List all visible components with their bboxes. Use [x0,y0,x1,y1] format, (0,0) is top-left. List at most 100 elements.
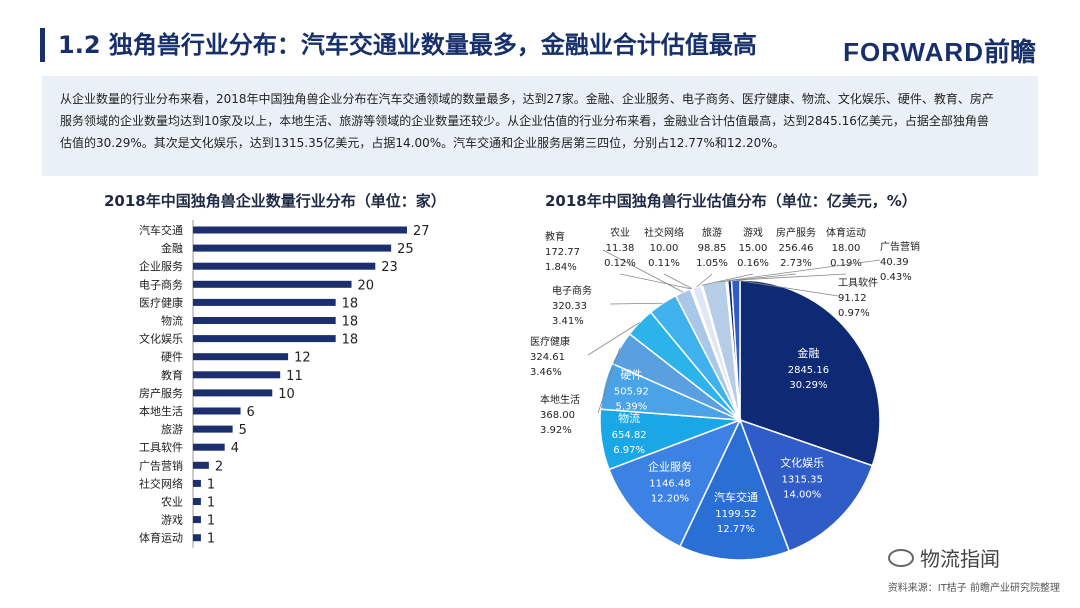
wechat-icon [888,548,914,567]
bar-category-label: 金融 [161,241,183,255]
pie-label-value: 11.38 [606,243,635,254]
bar-value-label: 18 [342,333,359,348]
bar-category-label: 体育运动 [139,531,183,545]
bar-chart-title: 2018年中国独角兽企业数量行业分布（单位：家） [104,192,446,210]
pie-label-value: 1315.35 [782,475,823,486]
pie-label-pct: 6.97% [613,445,645,456]
pie-slice [739,279,881,467]
bar [193,262,376,270]
pie-slice [608,418,742,548]
bar-category-label: 硬件 [161,351,183,364]
pie-label-pct: 5.39% [615,402,647,413]
bar-value-label: 1 [207,514,215,529]
bar-category-label: 房产服务 [139,386,183,400]
bar [193,534,201,542]
bar [193,461,209,469]
bar-category-label: 医疗健康 [139,295,183,309]
pie-label-value: 98.85 [698,243,727,254]
pie-label-pct: 1.05% [696,258,728,269]
bar [193,226,407,234]
bar-category-label: 企业服务 [139,259,183,273]
bar-value-label: 25 [397,242,414,257]
pie-label-pct: 3.92% [540,425,572,436]
bar [193,425,233,433]
pie-label-name: 社交网络 [644,226,684,239]
bar-value-label: 23 [381,260,398,275]
bar-category-label: 本地生活 [139,404,183,418]
bar-value-label: 18 [342,296,359,311]
pie-label-value: 91.12 [838,293,867,304]
bar [193,443,225,451]
bar [193,353,289,361]
pie-label-name: 汽车交通 [714,490,758,504]
bar [193,298,336,306]
pie-label-pct: 12.20% [651,493,689,504]
pie-leader-line [663,273,693,289]
bar-value-label: 10 [278,387,295,402]
bar [193,407,241,415]
bar-value-label: 18 [342,315,359,330]
pie-label-value: 1146.48 [649,478,690,489]
page-title: 1.2 独角兽行业分布：汽车交通业数量最多，金融业合计估值最高 [58,31,757,59]
pie-label-value: 654.82 [612,430,647,441]
pie-label-pct: 0.97% [838,308,870,319]
pie-label-name: 企业服务 [648,459,692,473]
pie-label-pct: 3.41% [552,316,584,327]
pie-label-value: 324.61 [530,352,565,363]
pie-label-value: 1199.52 [715,509,756,520]
pie-label-pct: 0.16% [737,258,769,269]
pie-label-value: 320.33 [552,301,587,312]
bar [193,335,336,343]
pie-label-pct: 1.84% [545,262,577,273]
pie-label-name: 旅游 [702,226,722,239]
brand-logo: FORWARD前瞻 [843,32,1036,69]
pie-label-name: 游戏 [743,226,763,239]
source-note: 资料来源：IT桔子 前瞻产业研究院整理 [887,583,1060,594]
pie-label-name: 金融 [797,346,819,360]
bar-category-label: 旅游 [161,422,183,436]
pie-label-name: 文化娱乐 [780,456,824,470]
summary-box: 从企业数量的行业分布来看，2018年中国独角兽企业分布在汽车交通领域的数量最多，… [42,76,1038,176]
pie-leader-line [619,273,692,290]
bar [193,516,201,524]
bar [193,389,273,397]
bar-category-label: 游戏 [161,514,183,527]
summary-line-3: 估值的30.29%。其次是文化娱乐，达到1315.35亿美元，占据14.00%。… [60,136,785,150]
pie-slice [678,418,791,561]
bar-value-label: 20 [358,278,375,293]
pie-label-name: 房产服务 [776,226,816,239]
pie-leader-line [726,273,847,282]
bar-category-label: 物流 [161,314,183,328]
bar-value-label: 1 [207,477,215,492]
logo-cn: 前瞻 [983,38,1036,68]
bar-category-label: 电子商务 [139,277,183,291]
pie-slice [738,418,874,553]
pie-label-value: 2845.16 [788,365,829,376]
bar-category-label: 文化娱乐 [139,332,183,346]
pie-leader-line [597,348,621,414]
bar [193,479,201,487]
watermark: 物流指闻 [888,543,1000,572]
bar [193,244,392,252]
pie-label-pct: 0.11% [648,258,680,269]
pie-leader-line [602,249,684,293]
watermark-text: 物流指闻 [920,547,1000,571]
pie-label-pct: 2.73% [780,258,812,269]
bar-category-label: 工具软件 [139,440,183,454]
pie-label-name: 教育 [545,230,565,243]
bar-value-label: 1 [207,496,215,511]
bar-value-label: 4 [231,441,239,456]
pie-label-name: 物流 [618,411,640,425]
pie-label-pct: 14.00% [783,490,821,501]
bar-value-label: 12 [294,351,311,366]
bar-value-label: 5 [239,423,247,438]
bar-category-label: 农业 [161,495,183,509]
bar-value-label: 27 [413,224,430,239]
pie-label-pct: 3.46% [530,367,562,378]
bar-category-label: 社交网络 [139,476,183,490]
bar-category-label: 汽车交通 [139,223,183,237]
summary-line-2: 服务领域的企业数量均达到10家及以上，本地生活、旅游等领域的企业数量还较少。从企… [60,114,989,128]
bar-value-label: 6 [247,405,255,420]
pie-label-value: 172.77 [545,247,580,258]
